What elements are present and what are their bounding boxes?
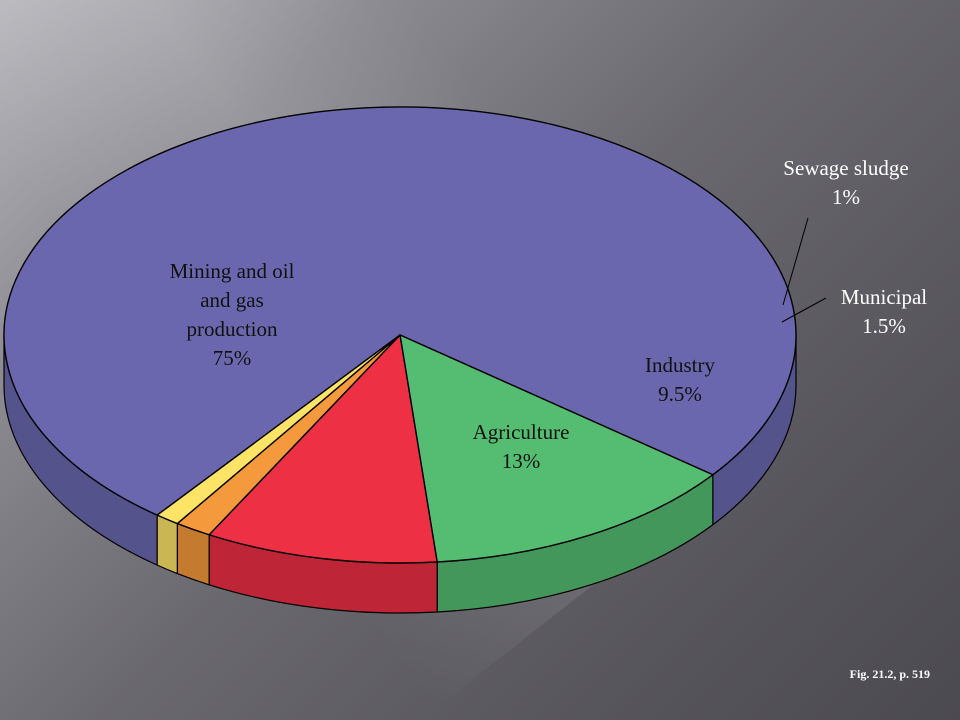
slice-name-mining: production <box>187 317 278 341</box>
slice-value-sewage-sludge: 1% <box>832 185 860 209</box>
slice-label-municipal: Municipal 1.5% <box>841 285 927 338</box>
figure-source-note: Fig. 21.2, p. 519 <box>849 667 930 681</box>
slice-name-mining: and gas <box>200 288 264 312</box>
pie-slice-agriculture <box>399 334 714 563</box>
pie-side-sewage-sludge <box>156 514 178 575</box>
leader-line-municipal <box>781 297 827 323</box>
slice-name-municipal: Municipal <box>841 285 927 309</box>
pie-slice-sewage-sludge <box>156 334 401 525</box>
pie-slices <box>3 106 797 564</box>
pie-labels: Mining and oil and gas production 75% Agricu… <box>170 156 928 473</box>
slice-value-municipal: 1.5% <box>862 314 906 338</box>
slice-label-industry: Industry 9.5% <box>645 353 715 406</box>
pie-slice-mining <box>3 106 797 516</box>
slice-name-agriculture: Agriculture <box>473 420 570 444</box>
slice-value-agriculture: 13% <box>502 449 541 473</box>
slice-name-sewage-sludge: Sewage sludge <box>783 156 908 180</box>
slice-name-mining: Mining and oil <box>170 259 295 283</box>
slice-value-industry: 9.5% <box>658 382 702 406</box>
leader-lines <box>781 217 827 323</box>
slice-value-mining: 75% <box>213 346 252 370</box>
slice-label-mining: Mining and oil and gas production 75% <box>170 259 295 370</box>
leader-line-sewage-sludge <box>782 217 809 306</box>
slice-label-sewage-sludge: Sewage sludge 1% <box>783 156 908 209</box>
slice-name-industry: Industry <box>645 353 715 377</box>
slice-label-agriculture: Agriculture 13% <box>473 420 570 473</box>
pie-slice-industry <box>208 334 438 564</box>
